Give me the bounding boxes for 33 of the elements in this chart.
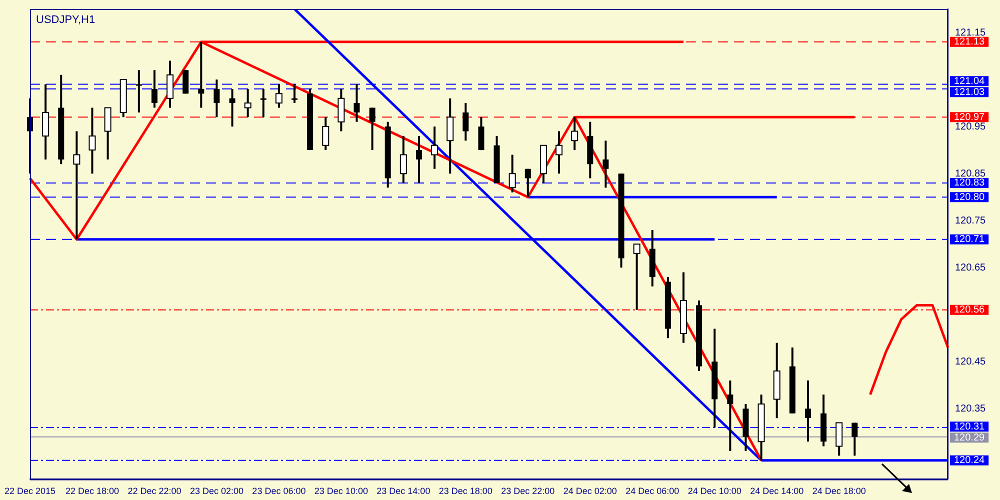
ref-line-label: 120.56 [954,304,986,316]
x-tick-label: 24 Dec 02:00 [563,486,617,496]
ref-line-label: 120.80 [954,192,986,203]
y-tick-label: 120.95 [955,121,986,132]
y-tick-label: 121.15 [955,27,986,38]
x-tick-label: 23 Dec 06:00 [252,486,306,496]
x-tick-label: 23 Dec 22:00 [501,486,555,496]
x-tick-label: 24 Dec 06:00 [626,486,680,496]
ref-line-label: 120.24 [954,455,986,466]
ref-line-label: 120.71 [954,234,986,246]
y-tick-label: 120.45 [955,356,986,368]
ref-line-label: 121.04 [954,76,986,87]
ref-line-label: 120.83 [954,178,986,189]
ref-line-label: 120.97 [954,112,986,123]
x-tick-label: 23 Dec 02:00 [190,486,244,496]
x-tick-label: 22 Dec 18:00 [65,486,120,496]
ref-line-label: 120.29 [954,432,986,444]
y-tick-label: 120.35 [955,403,986,414]
x-tick-label: 24 Dec 18:00 [812,486,866,496]
ref-line-label: 121.03 [954,86,986,98]
ref-line-label: 121.13 [954,36,986,48]
x-tick-label: 24 Dec 14:00 [750,486,804,496]
x-tick-label: 23 Dec 10:00 [314,486,368,496]
y-tick-label: 120.65 [955,262,986,274]
x-tick-label: 23 Dec 18:00 [438,486,492,496]
text: USDJPY,H1 [36,14,96,26]
ref-line-label: 120.31 [954,421,986,432]
y-tick-label: 120.75 [955,215,986,226]
x-tick-label: 23 Dec 14:00 [376,486,430,496]
y-tick-label: 120.85 [955,168,986,180]
x-tick-label: 22 Dec 2015 [4,486,56,496]
x-tick-label: 24 Dec 10:00 [688,486,742,496]
x-tick-label: 22 Dec 22:00 [128,486,182,496]
